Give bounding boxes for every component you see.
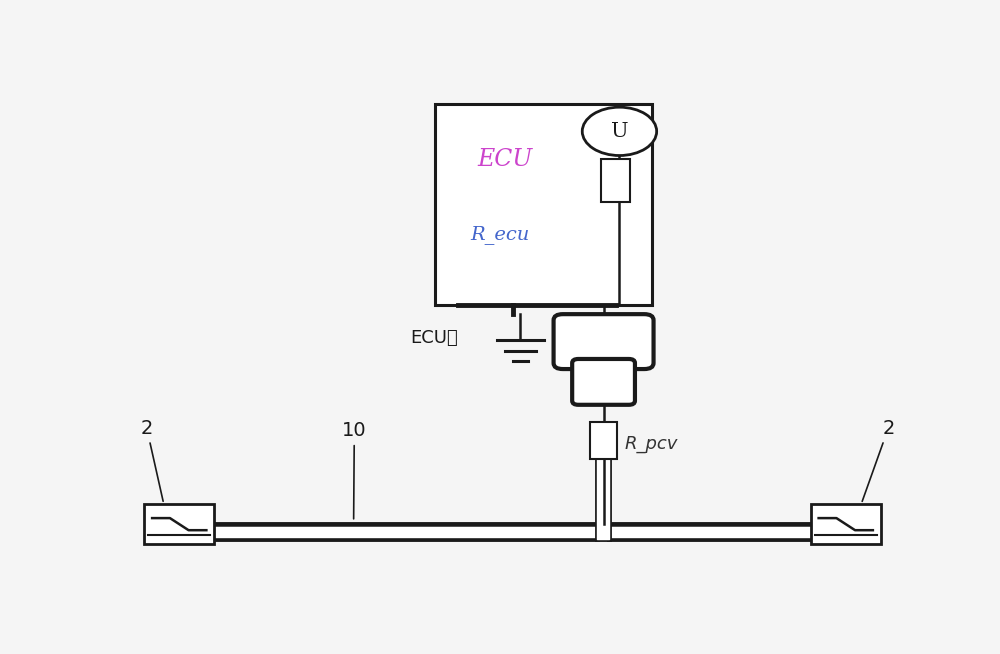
Bar <box>601 159 630 202</box>
FancyBboxPatch shape <box>572 359 635 405</box>
Circle shape <box>582 107 657 156</box>
Text: 10: 10 <box>342 421 367 519</box>
Text: 2: 2 <box>140 419 163 502</box>
Text: R_ecu: R_ecu <box>470 225 529 244</box>
FancyBboxPatch shape <box>554 314 654 369</box>
Text: ECU: ECU <box>478 148 533 171</box>
Text: R_pcv: R_pcv <box>625 434 678 453</box>
Bar <box>144 504 214 544</box>
Bar <box>590 422 617 458</box>
Text: U: U <box>611 122 628 141</box>
Text: ECU地: ECU地 <box>411 329 458 347</box>
Text: 2: 2 <box>862 419 895 502</box>
Bar <box>435 103 652 305</box>
Bar <box>811 504 881 544</box>
